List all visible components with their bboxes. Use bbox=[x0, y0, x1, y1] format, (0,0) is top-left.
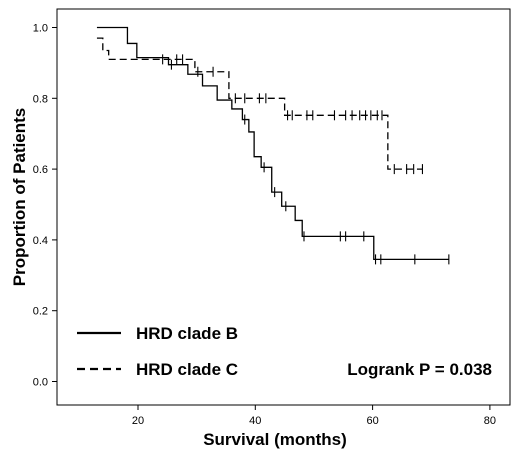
x-axis-title: Survival (months) bbox=[203, 430, 347, 449]
x-tick-label: 80 bbox=[484, 415, 496, 427]
x-tick-label: 20 bbox=[132, 415, 144, 427]
legend-label: HRD clade C bbox=[136, 360, 238, 379]
legend-label: HRD clade B bbox=[136, 324, 238, 343]
x-tick-label: 40 bbox=[249, 415, 261, 427]
y-tick-label: 0.6 bbox=[33, 164, 48, 176]
y-tick-label: 0.8 bbox=[33, 93, 48, 105]
series-line-clade-b bbox=[96, 26, 449, 261]
series-line-clade-c bbox=[96, 37, 423, 170]
y-tick-label: 0.2 bbox=[33, 306, 48, 318]
logrank-annotation: Logrank P = 0.038 bbox=[347, 360, 492, 379]
y-tick-label: 0.0 bbox=[33, 377, 48, 389]
y-tick-label: 0.4 bbox=[33, 235, 48, 247]
plot-frame bbox=[56, 8, 511, 406]
x-tick-label: 60 bbox=[366, 415, 378, 427]
y-tick-label: 1.0 bbox=[33, 23, 48, 35]
y-axis-title: Proportion of Patients bbox=[10, 107, 29, 287]
